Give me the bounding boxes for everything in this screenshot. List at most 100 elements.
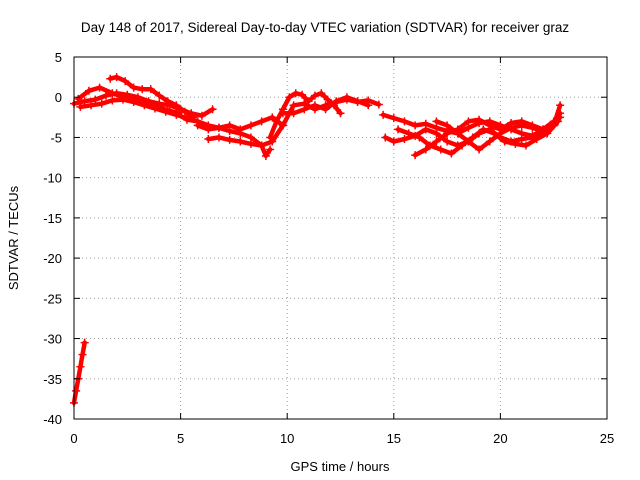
data-point [443,129,452,138]
data-point [556,101,565,110]
y-tick-label: -15 [43,211,62,226]
data-point [517,121,526,130]
data-point [208,105,217,114]
data-point [108,96,117,105]
y-tick-label: -10 [43,171,62,186]
x-tick-label: 20 [493,431,507,446]
data-point [511,139,520,148]
data-point [364,101,373,110]
data-point [112,73,121,82]
data-point [458,141,467,150]
data-point [285,93,294,102]
data-point [485,121,494,130]
series-arc-13 [394,117,562,158]
y-axis-label: SDTVAR / TECUs [6,185,21,290]
data-point [447,149,456,158]
data-point [443,121,452,130]
data-point [146,85,155,94]
y-tick-label: -25 [43,291,62,306]
data-point [278,109,287,118]
data-point [80,97,89,106]
data-point [87,101,96,110]
data-point [80,338,89,347]
data-point [400,135,409,144]
y-tick-label: -35 [43,372,62,387]
data-point [298,90,307,99]
data-point [443,137,452,146]
x-tick-label: 10 [280,431,294,446]
y-tick-label: -5 [50,130,62,145]
data-point [432,137,441,146]
data-point [517,135,526,144]
data-point [528,123,537,132]
data-point [404,129,413,138]
data-point [138,85,147,94]
data-point [321,105,330,114]
data-point [400,117,409,126]
data-point [119,95,128,104]
data-point [97,99,106,108]
series-arc-4 [106,73,198,122]
data-point [266,133,275,142]
data-point [289,101,298,110]
data-point [342,93,351,102]
x-tick-label: 25 [600,431,614,446]
data-point [496,129,505,138]
data-point [172,109,181,118]
data-point [225,135,234,144]
data-point [549,121,558,130]
data-point [129,98,138,107]
data-point [421,145,430,154]
data-point [246,121,255,130]
data-point [432,129,441,138]
data-point [436,145,445,154]
data-point [91,95,100,104]
data-point [300,105,309,114]
data-point [74,94,83,103]
data-point [379,110,388,119]
data-point [204,135,213,144]
data-point [310,101,319,110]
data-point [453,129,462,138]
series-arc-7 [193,113,287,134]
chart-title: Day 148 of 2017, Sidereal Day-to-day VTE… [81,20,569,35]
data-point [539,127,548,136]
data-point [317,89,326,98]
data-point [161,107,170,116]
data-point [257,117,266,126]
data-point [464,117,473,126]
data-point [556,109,565,118]
data-point [268,137,277,146]
data-point [415,133,424,142]
data-point [214,123,223,132]
x-axis-label: GPS time / hours [291,459,390,474]
data-point [432,117,441,126]
y-tick-label: 5 [55,50,62,65]
axis-ticks: 0 5 10 15 20 25 5 0 -5 -10 -15 -20 -25 -30 -35 -40 [43,50,614,446]
data-point [289,109,298,118]
x-tick-label: 15 [387,431,401,446]
data-point [310,91,319,100]
data-point [214,133,223,142]
data-point [197,111,206,120]
data-point [389,137,398,146]
data-point [336,109,345,118]
data-point [182,115,191,124]
data-point [193,121,202,130]
data-point [129,83,138,92]
data-point [323,95,332,104]
data-point [106,74,115,83]
data-point [121,77,130,86]
data-point [374,100,383,109]
data-point [72,386,81,395]
data-point [236,125,245,134]
data-point [475,145,484,154]
data-point [479,125,488,134]
data-point [140,101,149,110]
data-point [278,121,287,130]
plot-frame [73,56,608,420]
series-arc-9 [266,89,345,142]
series-line [395,119,561,156]
